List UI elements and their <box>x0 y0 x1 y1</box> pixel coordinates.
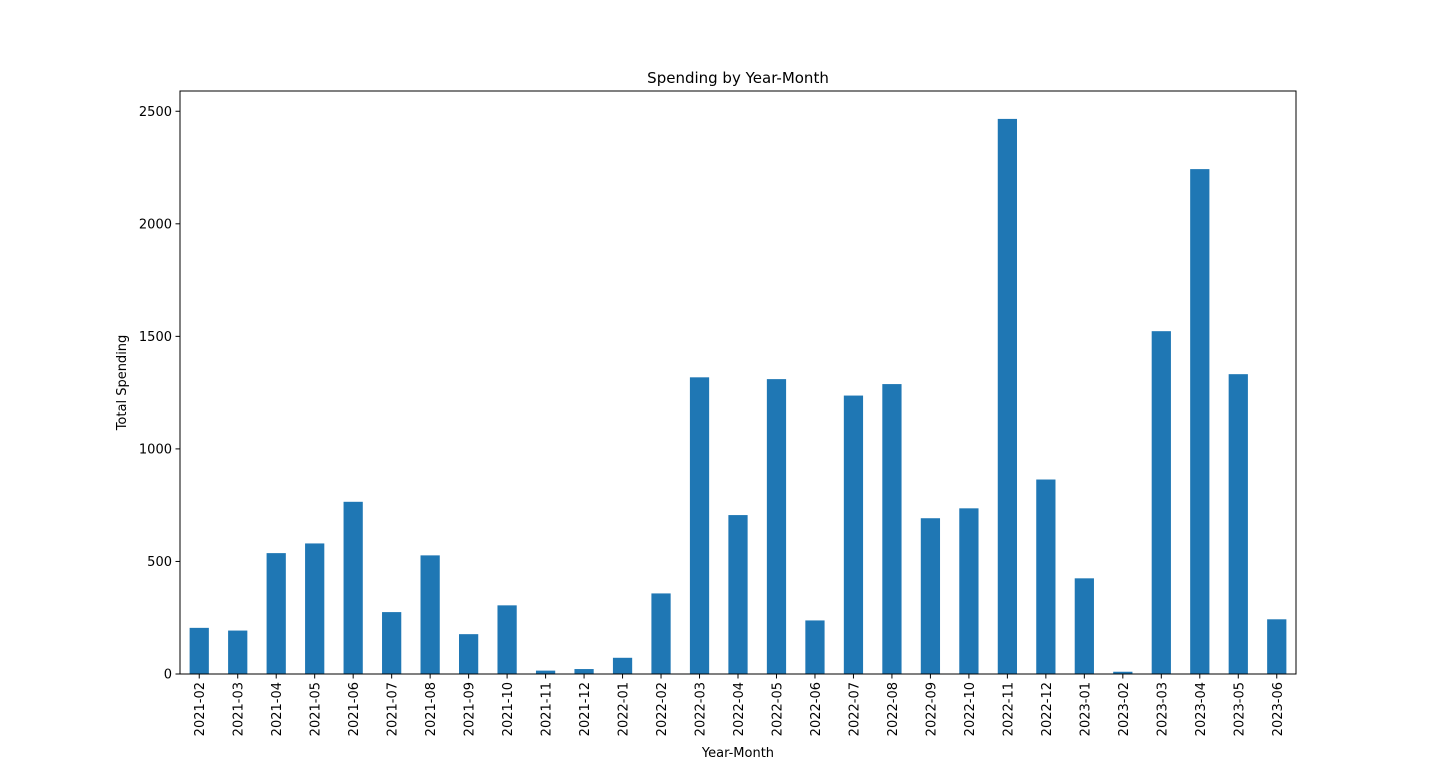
y-tick-label: 1000 <box>139 442 172 457</box>
x-tick-label: 2022-11 <box>1001 682 1016 736</box>
bar-2021-09 <box>459 634 479 674</box>
bar-2022-09 <box>920 518 941 674</box>
bar-2021-12 <box>574 669 594 674</box>
bar-2021-11 <box>535 670 556 674</box>
x-tick-label: 2021-06 <box>347 682 362 736</box>
y-tick-label: 500 <box>147 555 172 570</box>
x-tick-label: 2023-03 <box>1155 682 1170 736</box>
x-tick-label: 2023-04 <box>1194 682 1209 736</box>
x-tick-label: 2023-02 <box>1117 682 1132 736</box>
bar-2021-02 <box>189 627 209 674</box>
bar-2022-10 <box>959 508 979 674</box>
y-axis: 0 500 1000 1500 2000 2500 <box>139 105 180 683</box>
x-tick-label: 2022-12 <box>1040 682 1055 736</box>
bar-2022-11 <box>997 118 1017 674</box>
bar-2022-12 <box>1036 479 1056 674</box>
x-tick-label: 2021-08 <box>424 682 439 736</box>
bar-2023-02 <box>1113 671 1133 674</box>
x-tick-label: 2023-05 <box>1232 682 1247 736</box>
bar-2023-01 <box>1074 578 1094 674</box>
x-tick-label: 2021-09 <box>463 682 478 736</box>
bar-2022-02 <box>651 593 671 674</box>
x-tick-label: 2022-08 <box>886 682 901 736</box>
y-tick-label: 2500 <box>139 105 172 120</box>
bar-2022-06 <box>805 620 825 674</box>
y-tick-label: 1500 <box>139 330 172 345</box>
x-tick-label: 2022-05 <box>770 682 785 736</box>
x-tick-label: 2022-03 <box>694 682 709 736</box>
bar-2022-07 <box>843 395 864 674</box>
x-tick-label: 2021-10 <box>501 682 516 736</box>
y-tick-label: 2000 <box>139 217 172 232</box>
y-axis-label: Total Spending <box>115 335 130 432</box>
x-tick-label: 2021-04 <box>270 682 285 736</box>
x-tick-label: 2022-01 <box>617 682 632 736</box>
bar-2022-04 <box>728 515 748 674</box>
bar-2023-06 <box>1267 619 1287 674</box>
x-axis-label: Year-Month <box>701 746 774 757</box>
bar-2022-03 <box>689 377 710 674</box>
chart-title: Spending by Year-Month <box>647 69 829 87</box>
bar-2021-04 <box>266 553 286 674</box>
x-tick-label: 2022-04 <box>732 682 747 736</box>
x-tick-label: 2022-09 <box>924 682 939 736</box>
bar-2023-03 <box>1151 331 1171 674</box>
bar-2023-04 <box>1190 169 1210 675</box>
x-tick-label: 2022-07 <box>847 682 862 736</box>
y-tick-label: 0 <box>164 668 172 683</box>
plot-frame <box>179 90 1297 675</box>
bar-2023-05 <box>1228 374 1248 674</box>
x-tick-label: 2021-02 <box>193 682 208 736</box>
x-axis: 2021-02 2021-03 2021-04 2021-05 2021-06 2021-… <box>193 674 1286 736</box>
bar-2021-06 <box>343 501 363 674</box>
x-tick-label: 2023-01 <box>1078 682 1093 736</box>
x-tick-label: 2022-02 <box>655 682 670 736</box>
x-tick-label: 2023-06 <box>1271 682 1286 736</box>
x-tick-label: 2022-10 <box>963 682 978 736</box>
x-tick-label: 2021-12 <box>578 682 593 736</box>
bar-2021-08 <box>420 555 440 674</box>
x-tick-label: 2021-11 <box>540 682 555 736</box>
bars-group <box>189 118 1287 675</box>
x-tick-label: 2021-03 <box>232 682 247 736</box>
bar-2021-03 <box>228 630 248 674</box>
bar-2021-07 <box>382 612 402 674</box>
bar-2022-01 <box>612 657 633 674</box>
x-tick-label: 2022-06 <box>809 682 824 736</box>
bar-2021-05 <box>305 543 325 674</box>
bar-2021-10 <box>497 605 517 674</box>
x-tick-label: 2021-05 <box>309 682 324 736</box>
bar-2022-05 <box>766 379 787 674</box>
x-tick-label: 2021-07 <box>386 682 401 736</box>
bar-2022-08 <box>882 384 902 674</box>
